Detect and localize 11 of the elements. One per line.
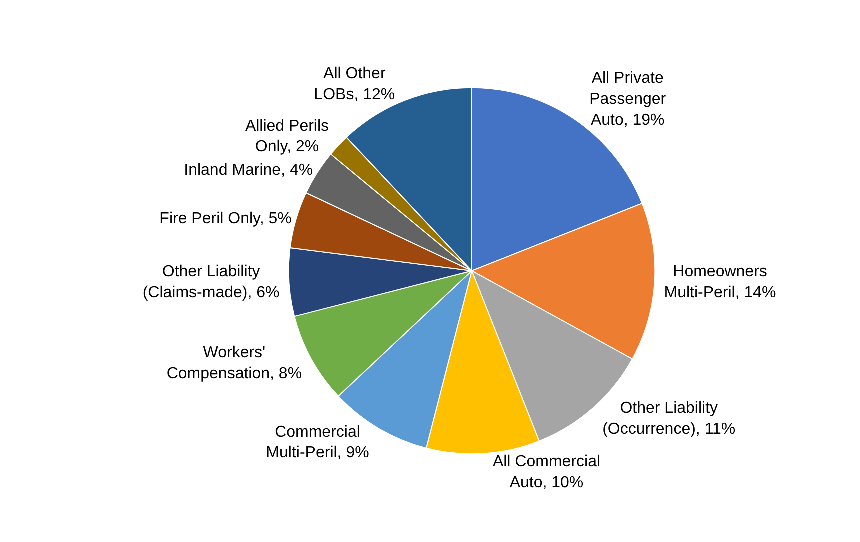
slice-label: All Commercial Auto, 10% [492,454,601,492]
slice-label: Other Liability (Claims-made), 6% [142,264,280,302]
slice-label: All Private Passenger Auto, 19% [590,70,667,129]
slice-label: All Other LOBs, 12% [314,65,396,104]
slice-label: Inland Marine, 4% [184,162,314,179]
slice-label: Commercial Multi-Peril, 9% [266,424,370,462]
slice-label: Other Liability (Occurrence), 11% [602,400,736,438]
slice-label: Workers' Compensation, 8% [166,344,302,383]
slice-label: Allied Perils Only, 2% [245,118,330,156]
slice-label: Homeowners Multi-Peril, 14% [664,264,776,302]
slice-label: Fire Peril Only, 5% [160,210,292,228]
